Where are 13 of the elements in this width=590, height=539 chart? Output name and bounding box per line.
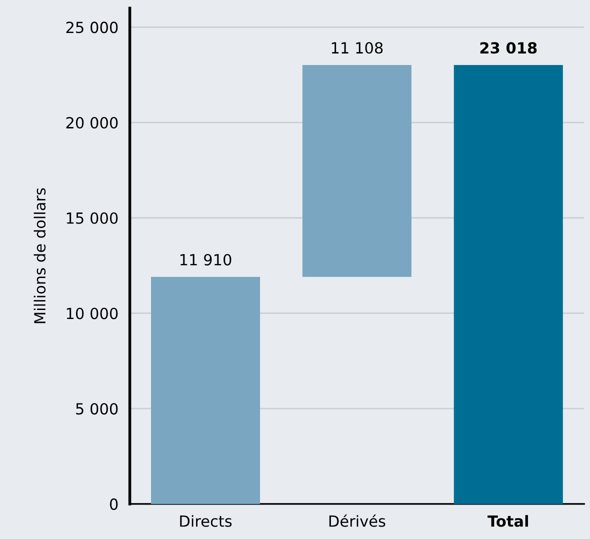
- y-tick-label: 0: [110, 498, 118, 510]
- x-tick-label: Total: [488, 515, 528, 527]
- y-axis-title: Millions de dollars: [34, 188, 46, 324]
- data-label: 11 108: [332, 42, 383, 54]
- y-tick-label: 5 000: [76, 403, 118, 415]
- y-tick-label: 15 000: [66, 212, 118, 224]
- y-tick-label: 25 000: [66, 22, 118, 34]
- y-tick-label: 20 000: [66, 116, 118, 129]
- y-tick-label: 10 000: [66, 308, 118, 320]
- x-tick-label: Dérivés: [329, 514, 386, 527]
- x-tick-label: Directs: [180, 515, 232, 527]
- data-label: 11 910: [180, 254, 232, 266]
- data-label: 23 018: [480, 42, 537, 54]
